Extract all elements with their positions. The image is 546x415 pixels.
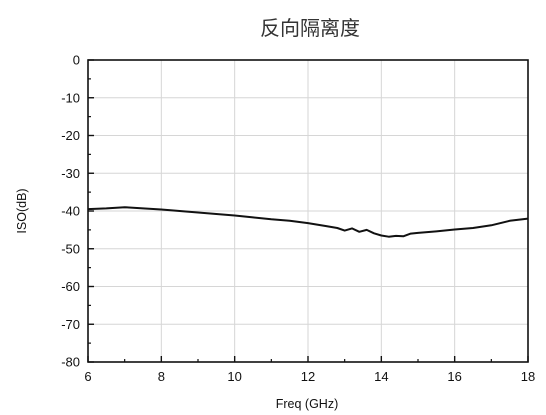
y-tick-label: -20	[61, 128, 80, 143]
x-tick-label: 18	[521, 369, 535, 384]
y-tick-label: -80	[61, 355, 80, 370]
grid	[87, 59, 529, 363]
x-tick-label: 8	[158, 369, 165, 384]
chart-title: 反向隔离度	[260, 16, 360, 40]
y-tick-label: 0	[73, 53, 80, 68]
x-tick-label: 6	[84, 369, 91, 384]
y-tick-label: -50	[61, 241, 80, 256]
x-tick-label: 12	[301, 369, 315, 384]
y-axis-label: ISO(dB)	[15, 188, 29, 233]
y-tick-label: -30	[61, 166, 80, 181]
y-tick-label: -60	[61, 279, 80, 294]
x-tick-label: 16	[447, 369, 461, 384]
y-tick-label: -40	[61, 204, 80, 219]
series-line	[87, 206, 529, 238]
axis-ticks	[87, 59, 529, 363]
x-tick-label: 10	[227, 369, 241, 384]
y-tick-label: -70	[61, 317, 80, 332]
x-tick-label: 14	[374, 369, 388, 384]
y-tick-label: -10	[61, 90, 80, 105]
tick-labels: 6 8 10 12 14 16 18 0 -10 -20 -30 -40 -50 -60 -70 -80	[61, 53, 535, 385]
x-axis-label: Freq (GHz)	[276, 397, 339, 411]
